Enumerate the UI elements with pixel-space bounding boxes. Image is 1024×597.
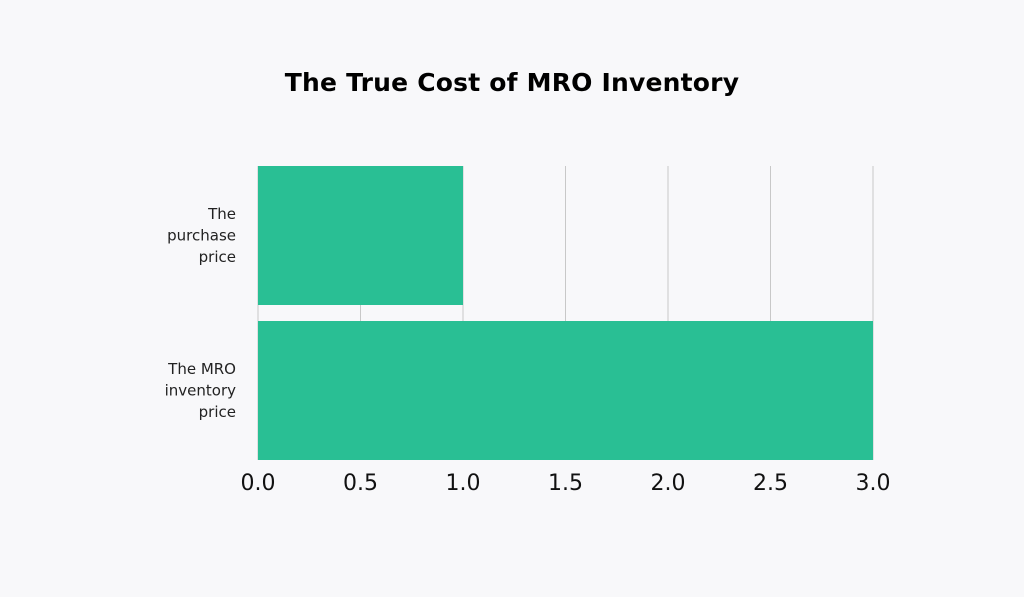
x-tick-label: 0.5 bbox=[343, 471, 378, 496]
category-label-line: inventory bbox=[165, 382, 237, 400]
category-labels: The purchase price The MRO inventory price bbox=[165, 205, 237, 421]
category-label: The purchase price bbox=[167, 205, 236, 266]
category-label-line: price bbox=[199, 248, 236, 266]
category-label-line: The bbox=[207, 205, 236, 223]
x-tick-label: 2.0 bbox=[651, 471, 686, 496]
x-tick-label: 0.0 bbox=[241, 471, 276, 496]
x-tick-label: 1.5 bbox=[548, 471, 583, 496]
x-tick-labels: 0.0 0.5 1.0 1.5 2.0 2.5 3.0 bbox=[241, 471, 891, 496]
bars bbox=[258, 166, 873, 460]
category-label-line: The MRO bbox=[167, 360, 236, 378]
category-label: The MRO inventory price bbox=[165, 360, 237, 421]
bar bbox=[258, 321, 873, 460]
x-tick-label: 1.0 bbox=[446, 471, 481, 496]
chart-title: The True Cost of MRO Inventory bbox=[284, 68, 740, 97]
bar bbox=[258, 166, 463, 305]
category-label-line: purchase bbox=[167, 227, 236, 245]
x-tick-label: 3.0 bbox=[856, 471, 891, 496]
x-tick-label: 2.5 bbox=[753, 471, 788, 496]
category-label-line: price bbox=[199, 403, 236, 421]
